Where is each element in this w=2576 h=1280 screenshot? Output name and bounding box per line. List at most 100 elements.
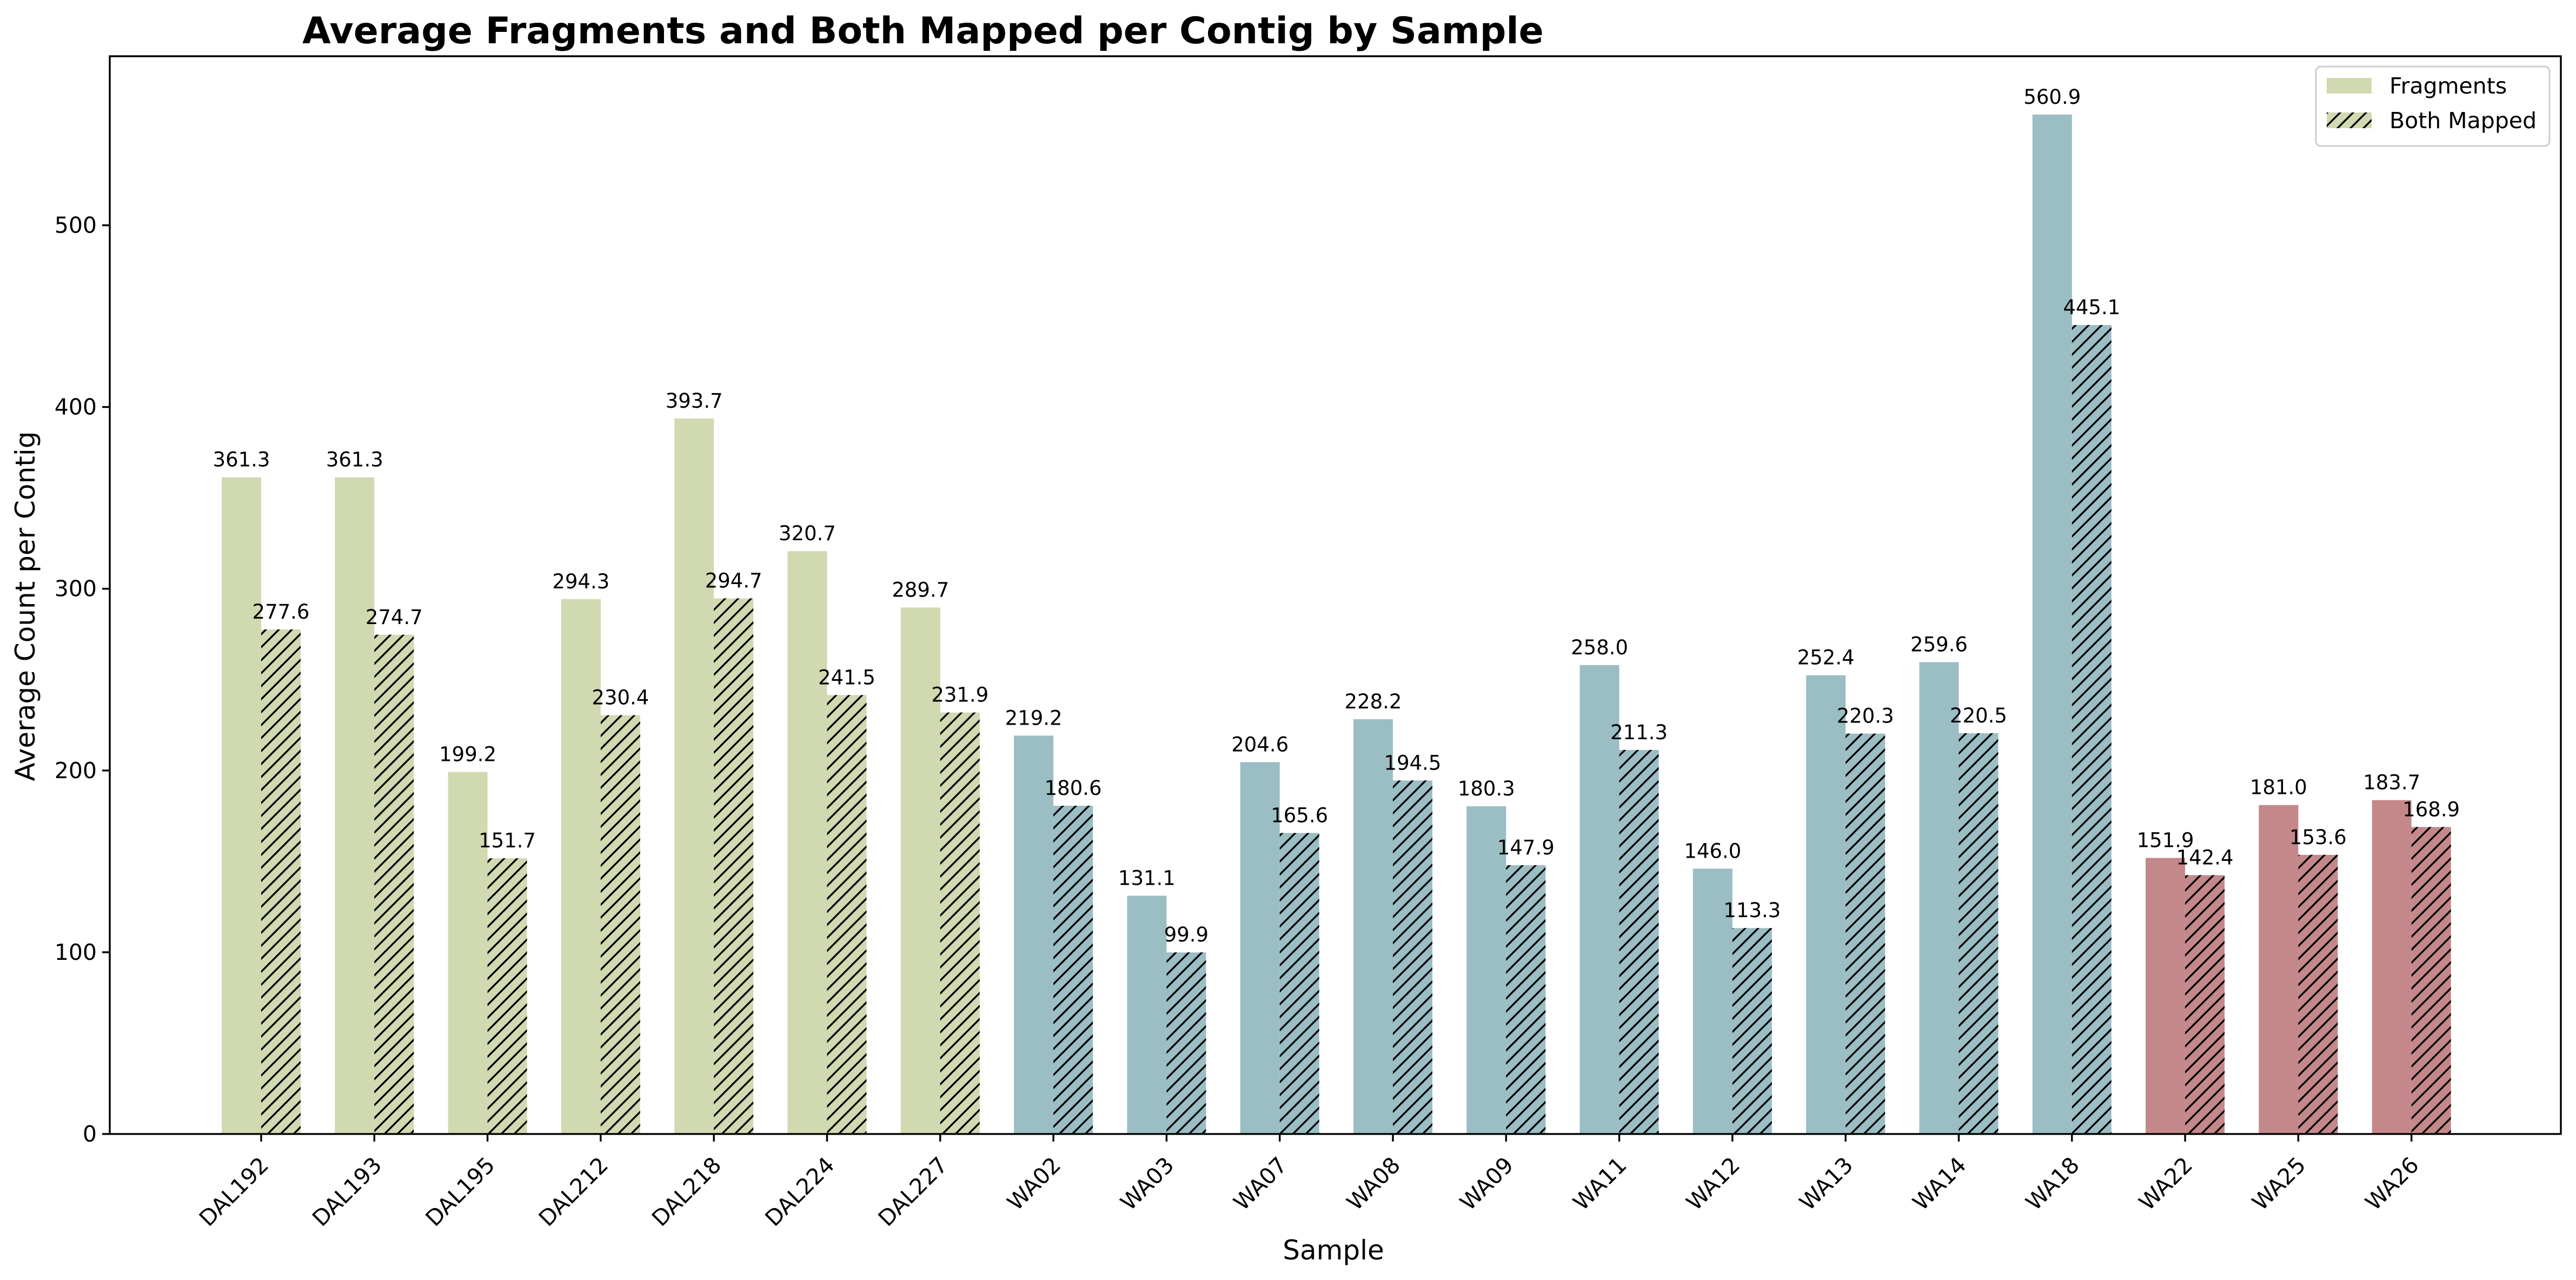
legend-swatch-both-mapped-hatch [2327, 112, 2372, 128]
bar-fragments [1806, 675, 1846, 1134]
bar-hatch [487, 858, 527, 1134]
bar-fragments [787, 551, 827, 1135]
data-label: 146.0 [1684, 839, 1741, 863]
x-tick-label: WA08 [1342, 1152, 1405, 1216]
bar-fragments [1579, 665, 1619, 1134]
data-label: 445.1 [2063, 296, 2120, 319]
data-label: 180.6 [1045, 777, 1102, 800]
x-tick-label: DAL192 [194, 1152, 274, 1231]
x-tick-label: WA26 [2360, 1152, 2424, 1216]
data-label: 204.6 [1231, 733, 1289, 756]
data-label: 231.9 [931, 684, 988, 707]
data-label: 142.4 [2176, 846, 2234, 869]
bar-hatch [1166, 952, 1206, 1134]
data-label: 220.5 [1950, 704, 2007, 727]
bar-hatch [600, 715, 640, 1134]
x-tick-label: WA07 [1229, 1152, 1292, 1216]
data-label: 230.4 [592, 686, 649, 709]
bar-hatch [827, 695, 867, 1134]
data-label: 361.3 [326, 448, 383, 472]
data-label: 393.7 [666, 389, 723, 413]
bar-fragments [335, 477, 375, 1135]
data-label: 153.6 [2289, 826, 2347, 849]
x-tick-label: WA03 [1116, 1152, 1179, 1216]
bar-fragments [1014, 735, 1054, 1134]
data-label: 560.9 [2023, 85, 2081, 109]
x-tick-label: DAL224 [760, 1152, 839, 1231]
x-tick-label: WA11 [1568, 1152, 1632, 1216]
data-label: 220.3 [1837, 705, 1894, 728]
x-tick-label: DAL212 [534, 1152, 613, 1231]
data-label: 241.5 [818, 666, 875, 689]
data-label: 151.7 [479, 829, 536, 852]
bar-fragments [1127, 896, 1167, 1134]
y-tick-label: 200 [55, 758, 97, 784]
y-axis: 0 100 200 300 400 500 [55, 213, 110, 1147]
bar-fragments [1353, 719, 1393, 1134]
legend: Fragments Both Mapped [2315, 65, 2551, 147]
bar-hatch [1958, 733, 1999, 1134]
data-label: 294.3 [552, 570, 609, 593]
x-tick-label: WA12 [1681, 1152, 1745, 1216]
data-label: 259.6 [1910, 633, 1968, 656]
value-labels-group: 361.3 277.6 361.3 274.7 199.2 151.7 294.3 230.4… [213, 85, 2460, 946]
bar-fragments [1919, 662, 1959, 1134]
x-tick-label: DAL193 [307, 1152, 387, 1231]
bar-fragments [561, 599, 601, 1134]
bar-fragments [1692, 868, 1732, 1134]
bar-hatch [1619, 750, 1659, 1134]
bar-hatch [2411, 827, 2451, 1134]
bar-fragments [2032, 114, 2072, 1134]
data-label: 277.6 [253, 600, 310, 624]
data-label: 219.2 [1005, 706, 1063, 729]
bar-fragments [1240, 762, 1280, 1134]
x-tick-label: WA22 [2134, 1152, 2197, 1216]
data-label: 151.9 [2137, 828, 2194, 852]
y-tick-label: 100 [55, 939, 97, 965]
y-tick-label: 400 [55, 394, 97, 420]
legend-label-fragments: Fragments [2389, 73, 2507, 99]
bar-hatch [2185, 875, 2225, 1134]
data-label: 168.9 [2402, 798, 2460, 821]
bar-hatch [2298, 854, 2338, 1134]
bar-fragments [448, 772, 488, 1134]
bar-hatch [940, 712, 980, 1134]
x-tick-label: WA09 [1455, 1152, 1519, 1216]
data-label: 147.9 [1497, 836, 1555, 859]
x-tick-label: WA02 [1002, 1152, 1066, 1216]
data-label: 252.4 [1797, 646, 1855, 669]
x-tick-label: WA18 [2021, 1152, 2084, 1216]
data-label: 113.3 [1723, 899, 1781, 922]
bar-fragments [2372, 800, 2412, 1134]
bar-hatch [261, 629, 301, 1134]
x-axis-label: Sample [1283, 1235, 1384, 1266]
data-label: 131.1 [1118, 866, 1176, 890]
data-label: 180.3 [1458, 777, 1515, 800]
data-label: 211.3 [1610, 721, 1668, 744]
legend-frame [2315, 65, 2551, 147]
data-label: 361.3 [213, 448, 270, 472]
bar-fragments [2259, 805, 2299, 1134]
data-label: 320.7 [779, 522, 836, 545]
data-label: 183.7 [2363, 771, 2420, 794]
bar-hatch [714, 598, 754, 1134]
bar-fragments [900, 607, 940, 1134]
legend-swatch-fragments [2327, 78, 2372, 94]
bar-fragments [674, 418, 714, 1134]
data-label: 194.5 [1384, 751, 1442, 774]
x-tick-label: WA25 [2247, 1152, 2311, 1216]
x-axis: DAL192 DAL193 DAL195 DAL212 DAL218 DAL224 DAL2… [194, 1134, 2424, 1231]
plot-frame [109, 55, 2562, 1135]
data-label: 294.7 [705, 569, 762, 593]
bar-hatch [1845, 733, 1885, 1134]
x-tick-label: WA13 [1795, 1152, 1858, 1216]
chart-title: Average Fragments and Both Mapped per Co… [302, 10, 1544, 52]
bar-hatch [1053, 806, 1093, 1134]
bars-group [222, 114, 2451, 1135]
bar-hatch [374, 634, 414, 1134]
bar-fragments [222, 477, 261, 1135]
data-label: 258.0 [1571, 636, 1628, 659]
legend-label-both-mapped: Both Mapped [2389, 108, 2537, 134]
